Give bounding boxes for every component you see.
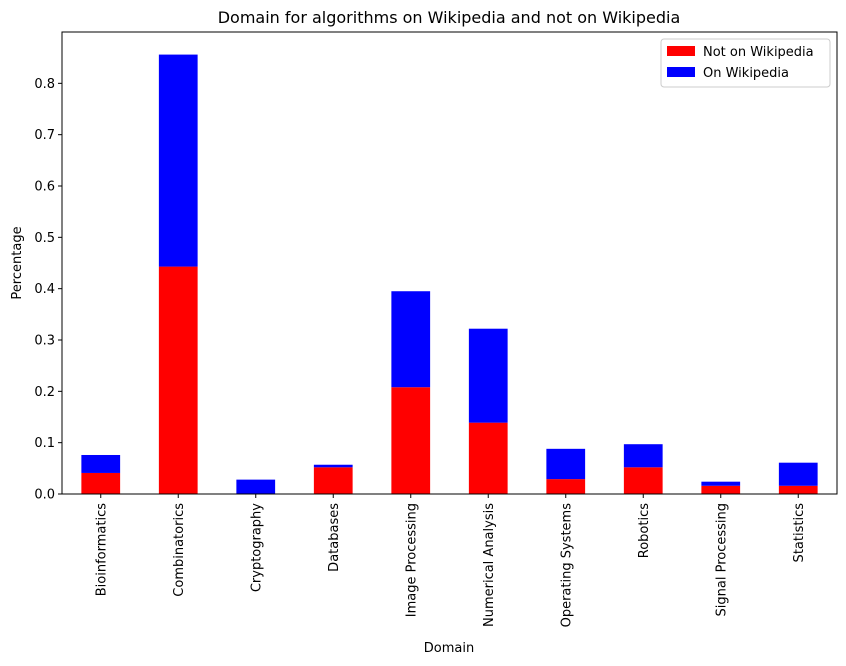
x-axis-title: Domain <box>424 641 474 656</box>
bar-on-wikipedia-numerical-analysis <box>468 328 508 423</box>
bar-not-on-wikipedia-combinatorics <box>158 266 198 494</box>
legend-swatch-not-on-wikipedia <box>667 46 695 56</box>
y-tick-label: 0.2 <box>34 385 55 400</box>
x-tick-label: Signal Processing <box>714 503 729 616</box>
bar-on-wikipedia-operating-systems <box>546 448 586 480</box>
bar-on-wikipedia-robotics <box>623 444 663 468</box>
y-tick-label: 0.6 <box>34 180 55 195</box>
x-tick-label: Statistics <box>792 503 807 563</box>
bar-on-wikipedia-cryptography <box>236 479 276 494</box>
y-axis-title: Percentage <box>10 226 25 299</box>
bar-not-on-wikipedia-image-processing <box>391 387 431 494</box>
x-tick-label: Operating Systems <box>559 503 574 628</box>
bar-not-on-wikipedia-operating-systems <box>546 479 586 494</box>
x-tick-label: Cryptography <box>249 503 264 592</box>
bar-not-on-wikipedia-robotics <box>623 467 663 494</box>
legend-box <box>660 38 831 88</box>
bar-not-on-wikipedia-databases <box>313 467 353 494</box>
y-tick-label: 0.3 <box>34 334 55 349</box>
x-tick-label: Databases <box>327 503 342 572</box>
y-tick-label: 0.5 <box>34 231 55 246</box>
bar-on-wikipedia-signal-processing <box>701 481 741 486</box>
bar-on-wikipedia-image-processing <box>391 291 431 388</box>
bar-on-wikipedia-bioinformatics <box>81 454 121 473</box>
bar-not-on-wikipedia-statistics <box>778 485 818 494</box>
bar-not-on-wikipedia-bioinformatics <box>81 472 121 494</box>
y-tick-label: 0.4 <box>34 282 55 297</box>
y-axis: 0.0 0.1 0.2 0.3 0.4 0.5 0.6 0.7 0.8 <box>34 77 62 503</box>
x-tick-label: Combinatorics <box>172 503 187 597</box>
bar-on-wikipedia-databases <box>313 464 353 468</box>
bar-on-wikipedia-combinatorics <box>158 54 198 267</box>
bar-not-on-wikipedia-signal-processing <box>701 485 741 494</box>
x-tick-label: Image Processing <box>404 503 419 617</box>
y-tick-label: 0.1 <box>34 436 55 451</box>
x-tick-label: Robotics <box>637 503 652 558</box>
legend-swatch-on-wikipedia <box>667 67 695 77</box>
y-tick-label: 0.8 <box>34 77 55 92</box>
y-tick-label: 0.0 <box>34 488 55 503</box>
x-tick-label: Numerical Analysis <box>482 503 497 627</box>
x-tick-label: Bioinformatics <box>94 503 109 596</box>
legend-label: Not on Wikipedia <box>703 45 814 60</box>
bars-group <box>81 54 818 494</box>
chart-title: Domain for algorithms on Wikipedia and n… <box>218 8 681 27</box>
bar-not-on-wikipedia-numerical-analysis <box>468 422 508 494</box>
plot-frame <box>61 31 838 495</box>
bar-on-wikipedia-statistics <box>778 462 818 486</box>
y-tick-label: 0.7 <box>34 128 55 143</box>
legend: Not on Wikipedia On Wikipedia <box>660 38 831 88</box>
legend-label: On Wikipedia <box>703 66 789 81</box>
x-axis: Bioinformatics Combinatorics Cryptography D… <box>94 494 807 627</box>
